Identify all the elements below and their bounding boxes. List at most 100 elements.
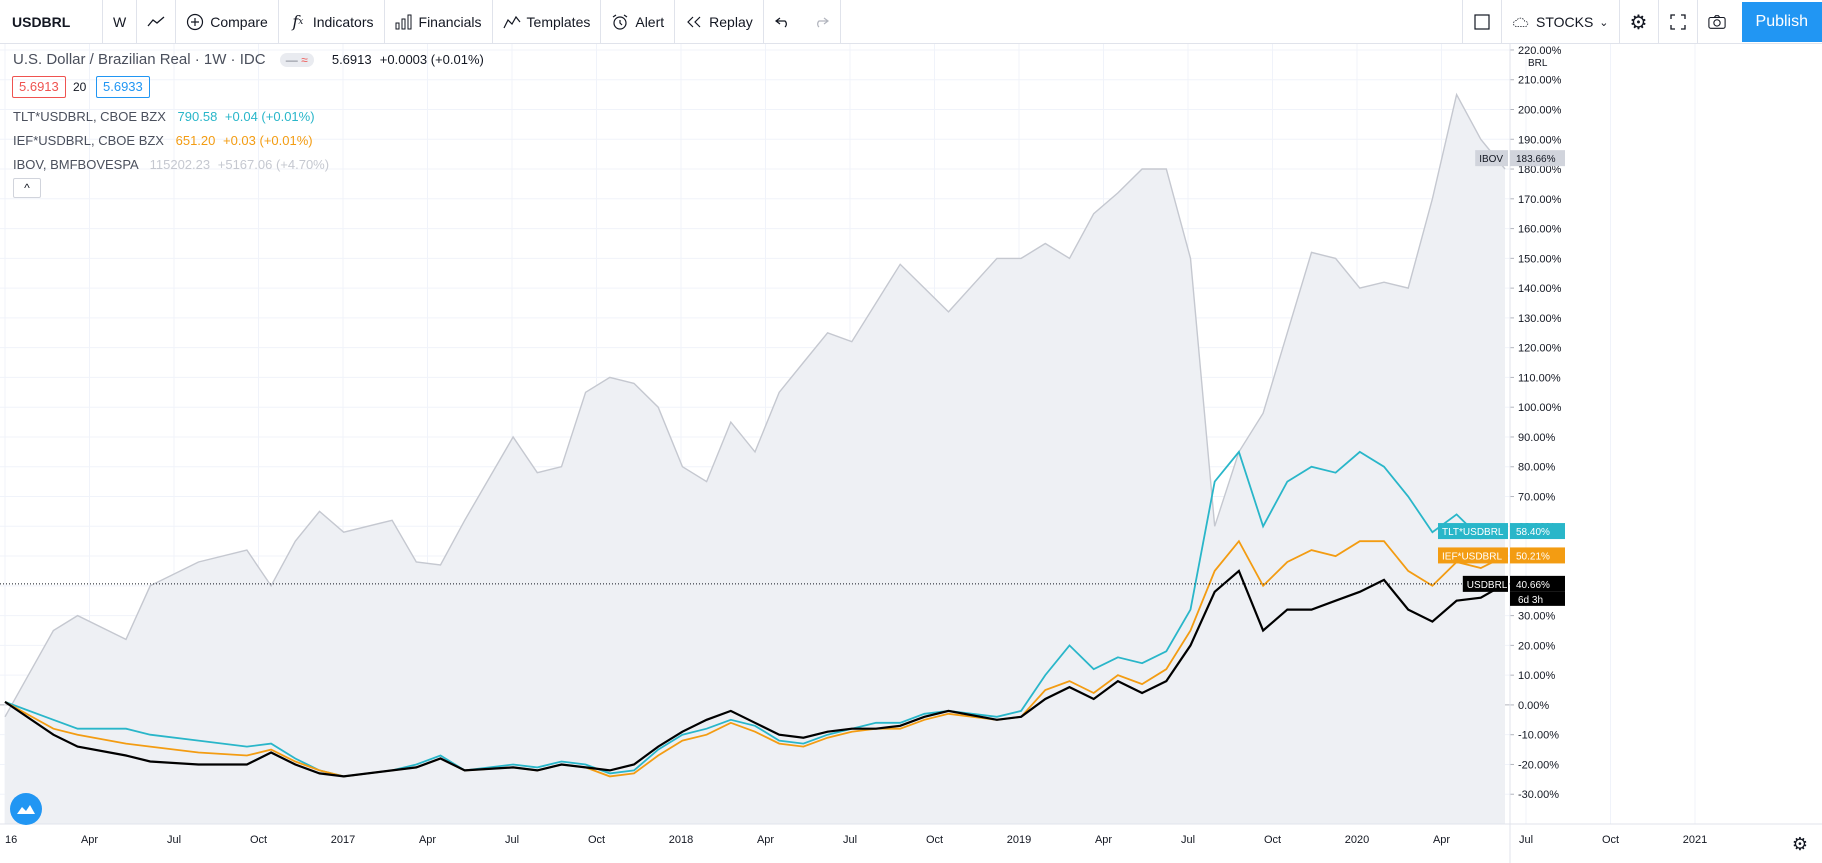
price-axis[interactable]: 220.00% 210.00% 200.00% 190.00% 180.00% 170.0… (1509, 44, 1562, 863)
x-tick-label: Apr (757, 834, 774, 846)
templates-button[interactable]: Templates (493, 0, 602, 44)
legend-main: U.S. Dollar / Brazilian Real · 1W · IDC … (13, 51, 484, 68)
tradingview-logo-icon[interactable] (10, 793, 42, 825)
usdbrl-axis-tag-name: USDBRL (1467, 580, 1508, 591)
series-axis-labels: IBOV 183.66% TLT*USDBRL 58.40% IEF*USDBRL 50.… (1438, 150, 1565, 606)
templates-label: Templates (526, 13, 591, 30)
ief-axis-tag-name-bg (1438, 547, 1508, 564)
y-tick-label: 110.00% (1518, 372, 1561, 384)
y-tick-label: -20.00% (1518, 759, 1559, 771)
line-chart-icon (147, 13, 165, 31)
x-tick-label: Oct (1264, 834, 1281, 846)
time-axis[interactable]: 16 Apr Jul Oct 2017 Apr Jul Oct 2018 Apr Jul Oct 201… (0, 823, 1822, 846)
currency-label: BRL (1528, 58, 1548, 69)
bar-chart-icon (395, 13, 413, 31)
countdown-bg (1510, 591, 1565, 606)
minus-icon: — (285, 53, 298, 67)
financials-label: Financials (418, 13, 482, 30)
x-tick-label: Apr (1433, 834, 1450, 846)
legend-change: +0.0003 (+0.01%) (379, 52, 484, 67)
y-tick-label: 20.00% (1518, 640, 1556, 652)
ibov-axis-tag-name: IBOV (1479, 154, 1503, 165)
legend-series-ief[interactable]: IEF*USDBRL, CBOE BZX 651.20 +0.03 (+0.01… (13, 133, 313, 148)
snapshot-button[interactable] (1698, 0, 1736, 44)
series-name: IBOV, BMFBOVESPA (13, 157, 138, 172)
y-tick-label: 170.00% (1518, 194, 1562, 206)
series-value: 790.58 (177, 109, 218, 124)
y-tick-label: 210.00% (1518, 75, 1562, 87)
series-line-usdbrl (4, 569, 1506, 778)
y-tick-label: 190.00% (1518, 134, 1562, 146)
y-tick-label: 70.00% (1518, 492, 1556, 504)
legend-series-tlt[interactable]: TLT*USDBRL, CBOE BZX 790.58 +0.04 (+0.01… (13, 109, 315, 124)
indicators-label: Indicators (312, 13, 374, 30)
x-tick-label: 2020 (1345, 834, 1369, 846)
publish-button[interactable]: Publish (1741, 2, 1822, 42)
square-layout-icon (1473, 13, 1491, 31)
spread-value: 20 (73, 80, 87, 94)
x-tick-label: Apr (419, 834, 436, 846)
y-tick-label: 90.00% (1518, 432, 1556, 444)
series-line-ief (4, 539, 1506, 778)
interval-button[interactable]: W (103, 0, 138, 44)
compare-button[interactable]: Compare (176, 0, 279, 44)
y-tick-label: 30.00% (1518, 611, 1556, 623)
undo-button[interactable] (764, 0, 802, 44)
chart-canvas[interactable]: 220.00%210.00%200.00%190.00%180.00%170.0… (0, 44, 1822, 863)
settings-button[interactable]: ⚙ (1620, 0, 1659, 44)
templates-icon (503, 13, 521, 31)
usdbrl-axis-tag-value-bg (1510, 575, 1565, 592)
x-tick-label: Oct (588, 834, 605, 846)
financials-button[interactable]: Financials (385, 0, 493, 44)
ief-axis-tag-value-bg (1510, 547, 1565, 564)
y-tick-label: 150.00% (1518, 253, 1562, 265)
alert-label: Alert (635, 13, 665, 30)
y-tick-label: 140.00% (1518, 283, 1562, 295)
ask-price-box: 5.6933 (96, 76, 150, 98)
usdbrl-axis-tag-name-bg (1462, 575, 1508, 592)
usdbrl-axis-tag-value: 40.66% (1516, 580, 1550, 591)
x-tick-label: 16 (5, 834, 17, 846)
ibov-axis-tag: IBOV 183.66% (1475, 150, 1565, 167)
legend-last-price: 5.6913 (331, 52, 372, 67)
x-tick-label: 2019 (1007, 834, 1031, 846)
x-tick-label: Jul (1181, 834, 1195, 846)
legend-collapse-button[interactable]: ^ (13, 178, 41, 198)
legend-series-ibov[interactable]: IBOV, BMFBOVESPA 115202.23 +5167.06 (+4.… (13, 157, 329, 172)
symbol-search-button[interactable]: USDBRL (0, 0, 103, 44)
watchlist-button[interactable]: STOCKS ⌄ (1502, 0, 1620, 44)
tlt-axis-tag: TLT*USDBRL 58.40% (1438, 523, 1565, 540)
redo-button[interactable] (802, 0, 841, 44)
chevron-down-icon: ⌄ (1599, 16, 1609, 29)
plus-circle-icon (186, 13, 204, 31)
x-tick-label: Jul (167, 834, 181, 846)
x-tick-label: Oct (926, 834, 943, 846)
fullscreen-icon (1669, 13, 1687, 31)
y-tick-label: 120.00% (1518, 343, 1562, 355)
y-tick-label: 80.00% (1518, 462, 1556, 474)
ibov-axis-tag-value: 183.66% (1516, 154, 1556, 165)
y-tick-label: 0.00% (1518, 700, 1549, 712)
ibov-axis-tag-value-bg (1510, 150, 1565, 167)
layout-button[interactable] (1461, 0, 1502, 44)
x-tick-label: Jul (505, 834, 519, 846)
rewind-icon (685, 13, 703, 31)
alert-button[interactable]: Alert (601, 0, 676, 44)
chart-style-button[interactable] (137, 0, 177, 44)
series-name: TLT*USDBRL, CBOE BZX (13, 109, 166, 124)
ief-axis-tag-value: 50.21% (1516, 551, 1550, 562)
y-tick-label: 220.00% (1518, 45, 1562, 57)
x-tick-label: Apr (1095, 834, 1112, 846)
legend-visibility-toggle[interactable]: — ≈ (279, 53, 314, 67)
x-tick-label: 2021 (1683, 834, 1707, 846)
ibov-axis-tag-name-bg (1475, 150, 1508, 167)
fullscreen-button[interactable] (1659, 0, 1698, 44)
undo-icon (774, 13, 792, 31)
toolbar-right-group: STOCKS ⌄ ⚙ Publish (1461, 0, 1822, 44)
replay-button[interactable]: Replay (675, 0, 764, 44)
axis-settings-gear-icon[interactable]: ⚙ (1791, 834, 1808, 854)
compare-label: Compare (210, 13, 268, 30)
alarm-clock-icon (611, 13, 629, 31)
